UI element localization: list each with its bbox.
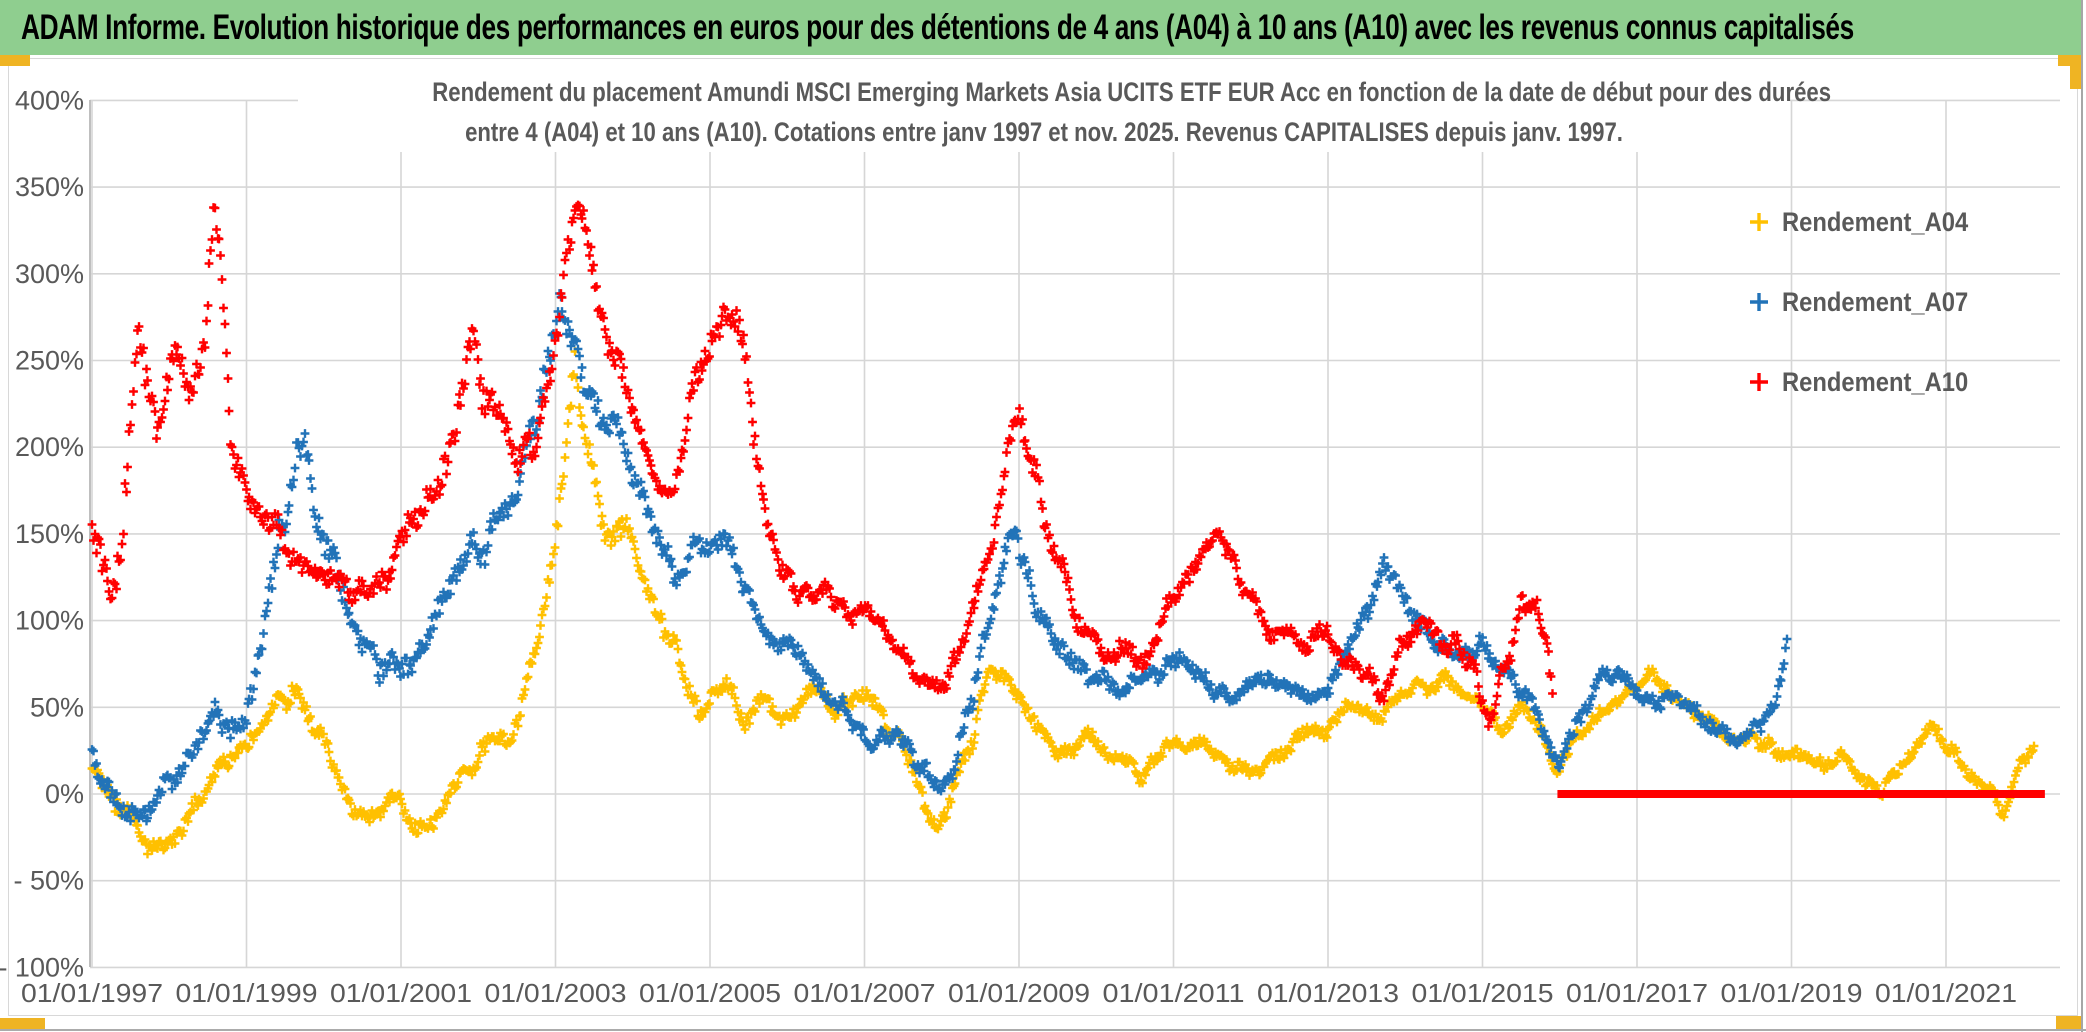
window-bottom-edge — [0, 1029, 2086, 1031]
legend-marker-plus-icon — [1750, 373, 1768, 391]
window-right-edge — [2081, 0, 2083, 1032]
series-rendement_a04 — [87, 347, 2039, 859]
svg-text:01/01/2015: 01/01/2015 — [1412, 978, 1554, 1008]
svg-text:01/01/2009: 01/01/2009 — [948, 978, 1090, 1008]
svg-text:01/01/1999: 01/01/1999 — [176, 978, 318, 1008]
svg-text:01/01/2005: 01/01/2005 — [639, 978, 781, 1008]
legend-marker-plus-icon — [1750, 213, 1768, 231]
x-axis-labels: 01/01/1997 01/01/1999 01/01/2001 01/01/2003… — [21, 978, 2017, 1008]
legend-item-a10[interactable]: Rendement_A10 — [1748, 356, 2048, 408]
legend: Rendement_A04 Rendement_A07 Rendement_A1… — [1748, 196, 2048, 436]
gold-accent-top-left — [0, 55, 30, 66]
svg-text:01/01/2017: 01/01/2017 — [1566, 978, 1708, 1008]
y-axis-labels: 400% 350% 300% 250% 200% 150% 100% 50% 0% - 50% - … — [0, 85, 84, 982]
chart-title-line1: Rendement du placement Amundi MSCI Emerg… — [432, 77, 1832, 107]
legend-label-a10: Rendement_A10 — [1782, 366, 1969, 397]
svg-text:- 100%: - 100% — [0, 952, 84, 982]
gold-accent-bottom-left — [0, 1018, 45, 1031]
svg-text:50%: 50% — [30, 692, 84, 722]
legend-label-a07: Rendement_A07 — [1782, 286, 1969, 317]
gold-accent-top-right-edge — [2070, 55, 2082, 89]
svg-text:250%: 250% — [15, 346, 84, 376]
svg-text:300%: 300% — [15, 259, 84, 289]
svg-text:01/01/2019: 01/01/2019 — [1721, 978, 1863, 1008]
svg-text:350%: 350% — [15, 172, 84, 202]
svg-text:200%: 200% — [15, 432, 84, 462]
svg-text:01/01/2021: 01/01/2021 — [1875, 978, 2017, 1008]
svg-text:01/01/2011: 01/01/2011 — [1103, 978, 1245, 1008]
svg-text:01/01/2007: 01/01/2007 — [794, 978, 936, 1008]
svg-text:150%: 150% — [15, 519, 84, 549]
svg-text:0%: 0% — [45, 779, 84, 809]
svg-text:01/01/2003: 01/01/2003 — [485, 978, 627, 1008]
svg-text:400%: 400% — [15, 85, 84, 115]
svg-text:100%: 100% — [15, 606, 84, 636]
legend-item-a07[interactable]: Rendement_A07 — [1748, 276, 2048, 328]
legend-label-a04: Rendement_A04 — [1782, 206, 1969, 237]
gold-accent-bottom-right — [2056, 1016, 2082, 1031]
sheet-header-banner: ADAM Informe. Evolution historique des p… — [0, 0, 2081, 55]
svg-text:- 50%: - 50% — [13, 866, 84, 896]
series-rendement_a10 — [87, 200, 2045, 798]
chart-card[interactable] — [8, 58, 2078, 1016]
sheet-header-title: ADAM Informe. Evolution historique des p… — [21, 8, 1854, 47]
svg-text:01/01/2013: 01/01/2013 — [1257, 978, 1399, 1008]
legend-marker-plus-icon — [1750, 293, 1768, 311]
series-rendement_a07 — [87, 289, 1792, 826]
chart-title-line2: entre 4 (A04) et 10 ans (A10). Cotations… — [465, 117, 1623, 147]
svg-text:01/01/1997: 01/01/1997 — [21, 978, 163, 1008]
chart-title: Rendement du placement Amundi MSCI Emerg… — [298, 72, 1832, 152]
svg-text:01/01/2001: 01/01/2001 — [330, 978, 472, 1008]
legend-item-a04[interactable]: Rendement_A04 — [1748, 196, 2048, 248]
